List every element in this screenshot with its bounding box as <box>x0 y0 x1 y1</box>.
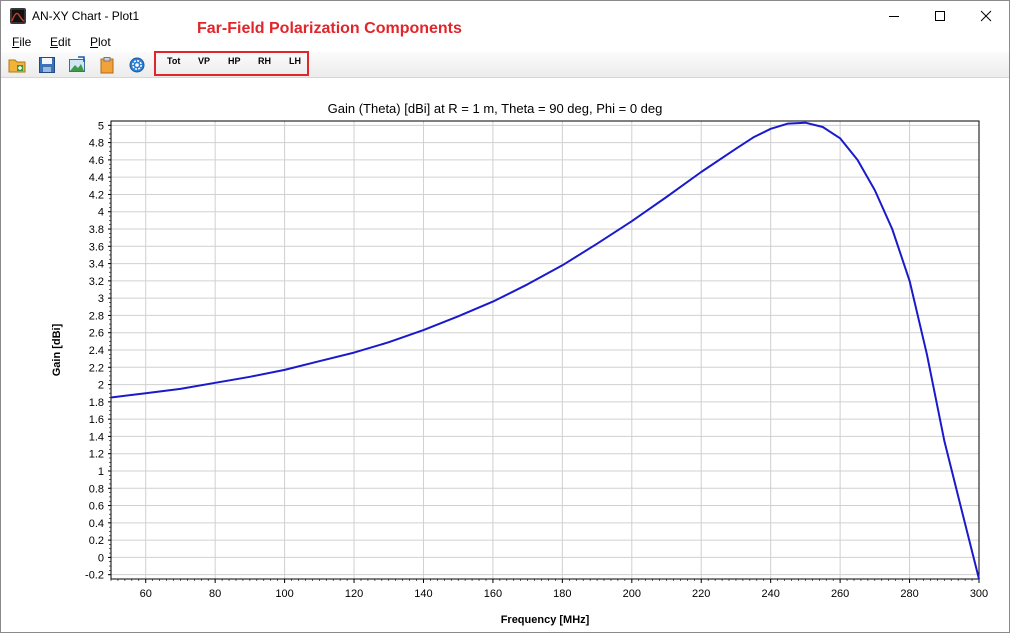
y-tick-label: 5 <box>98 120 104 132</box>
tot-button[interactable]: Tot <box>167 56 181 66</box>
polarization-button-group <box>154 51 309 76</box>
hp-button[interactable]: HP <box>228 56 241 66</box>
y-tick-label: 4.2 <box>89 189 104 201</box>
y-tick-label: 4.8 <box>89 138 104 150</box>
y-axis-label: Gain [dBi] <box>51 323 63 376</box>
y-tick-label: 4.4 <box>89 172 104 184</box>
y-tick-label: 0.8 <box>89 483 104 495</box>
y-tick-label: 3.4 <box>89 259 104 271</box>
title-bar[interactable]: AN-XY Chart - Plot1 <box>1 1 1009 31</box>
x-tick-label: 240 <box>762 588 780 600</box>
minimize-icon <box>889 16 899 17</box>
menu-plot[interactable]: Plot <box>90 35 111 49</box>
polarization-annotation: Far-Field Polarization Components <box>197 20 462 37</box>
x-tick-label: 80 <box>209 588 221 600</box>
x-tick-label: 220 <box>692 588 710 600</box>
lh-button[interactable]: LH <box>289 56 301 66</box>
menu-plot-mnemonic: P <box>90 35 99 49</box>
y-tick-label: 3.6 <box>89 241 104 253</box>
x-axis-label: Frequency [MHz] <box>501 614 590 626</box>
vp-button[interactable]: VP <box>198 56 211 66</box>
window-title: AN-XY Chart - Plot1 <box>32 9 140 23</box>
x-tick-label: 100 <box>275 588 293 600</box>
y-tick-label: 2 <box>98 380 104 392</box>
y-tick-label: 3 <box>98 293 104 305</box>
chart-area: 5 4.8 4.6 4.4 4.2 4 3.8 3.6 3.4 3.2 3 2.8 2.6 2.4 2.2 2… <box>1 91 1009 632</box>
minimize-button[interactable] <box>871 1 917 31</box>
x-tick-label: 280 <box>900 588 918 600</box>
y-tick-label: -0.2 <box>85 570 104 582</box>
y-tick-label: 1.4 <box>89 431 104 443</box>
menu-bar: File Edit Plot <box>1 32 1009 52</box>
y-tick-label: 0.6 <box>89 501 104 513</box>
y-tick-label: 2.6 <box>89 328 104 340</box>
gain-chart: 5 4.8 4.6 4.4 4.2 4 3.8 3.6 3.4 3.2 3 2.8 2.6 2.4 2.2 2… <box>51 101 988 626</box>
chart-title: Gain (Theta) [dBi] at R = 1 m, Theta = 9… <box>328 101 663 116</box>
x-tick-label: 260 <box>831 588 849 600</box>
menu-file-mnemonic: F <box>12 35 20 49</box>
x-tick-label: 140 <box>414 588 432 600</box>
y-tick-label: 4 <box>98 207 104 219</box>
gain-series-line <box>110 121 980 580</box>
menu-file[interactable]: File <box>12 35 31 49</box>
close-button[interactable] <box>963 1 1009 31</box>
x-tick-label: 200 <box>623 588 641 600</box>
settings-gear-icon[interactable] <box>128 56 146 74</box>
maximize-icon <box>935 11 945 21</box>
save-icon[interactable] <box>38 56 56 74</box>
x-tick-label: 180 <box>553 588 571 600</box>
y-tick-label: 1.2 <box>89 449 104 461</box>
menu-edit-label: dit <box>58 35 71 49</box>
open-folder-icon[interactable] <box>8 56 26 74</box>
y-tick-label: 0.2 <box>89 535 104 547</box>
y-tick-label: 2.8 <box>89 310 104 322</box>
y-tick-label: 1.8 <box>89 397 104 409</box>
y-tick-label: 3.2 <box>89 276 104 288</box>
y-tick-label: 2.2 <box>89 362 104 374</box>
maximize-button[interactable] <box>917 1 963 31</box>
y-tick-label: 0 <box>98 552 104 564</box>
y-tick-label: 4.6 <box>89 155 104 167</box>
menu-file-label: ile <box>19 35 32 49</box>
x-tick-label: 160 <box>484 588 502 600</box>
menu-edit[interactable]: Edit <box>50 35 71 49</box>
clipboard-icon[interactable] <box>98 56 116 74</box>
menu-plot-label: lot <box>98 35 111 49</box>
y-tick-label: 2.4 <box>89 345 104 357</box>
x-tick-label: 120 <box>345 588 363 600</box>
close-icon <box>980 10 992 22</box>
x-tick-label: 60 <box>140 588 152 600</box>
export-image-icon[interactable] <box>68 56 86 74</box>
y-tick-label: 1.6 <box>89 414 104 426</box>
x-tick-label: 300 <box>970 588 988 600</box>
menu-edit-mnemonic: E <box>50 35 59 49</box>
app-icon <box>10 8 26 24</box>
y-tick-label: 0.4 <box>89 518 104 530</box>
y-tick-label: 1 <box>98 466 104 478</box>
toolbar <box>1 52 1009 78</box>
y-tick-label: 3.8 <box>89 224 104 236</box>
rh-button[interactable]: RH <box>258 56 271 66</box>
plot-frame <box>110 120 980 580</box>
